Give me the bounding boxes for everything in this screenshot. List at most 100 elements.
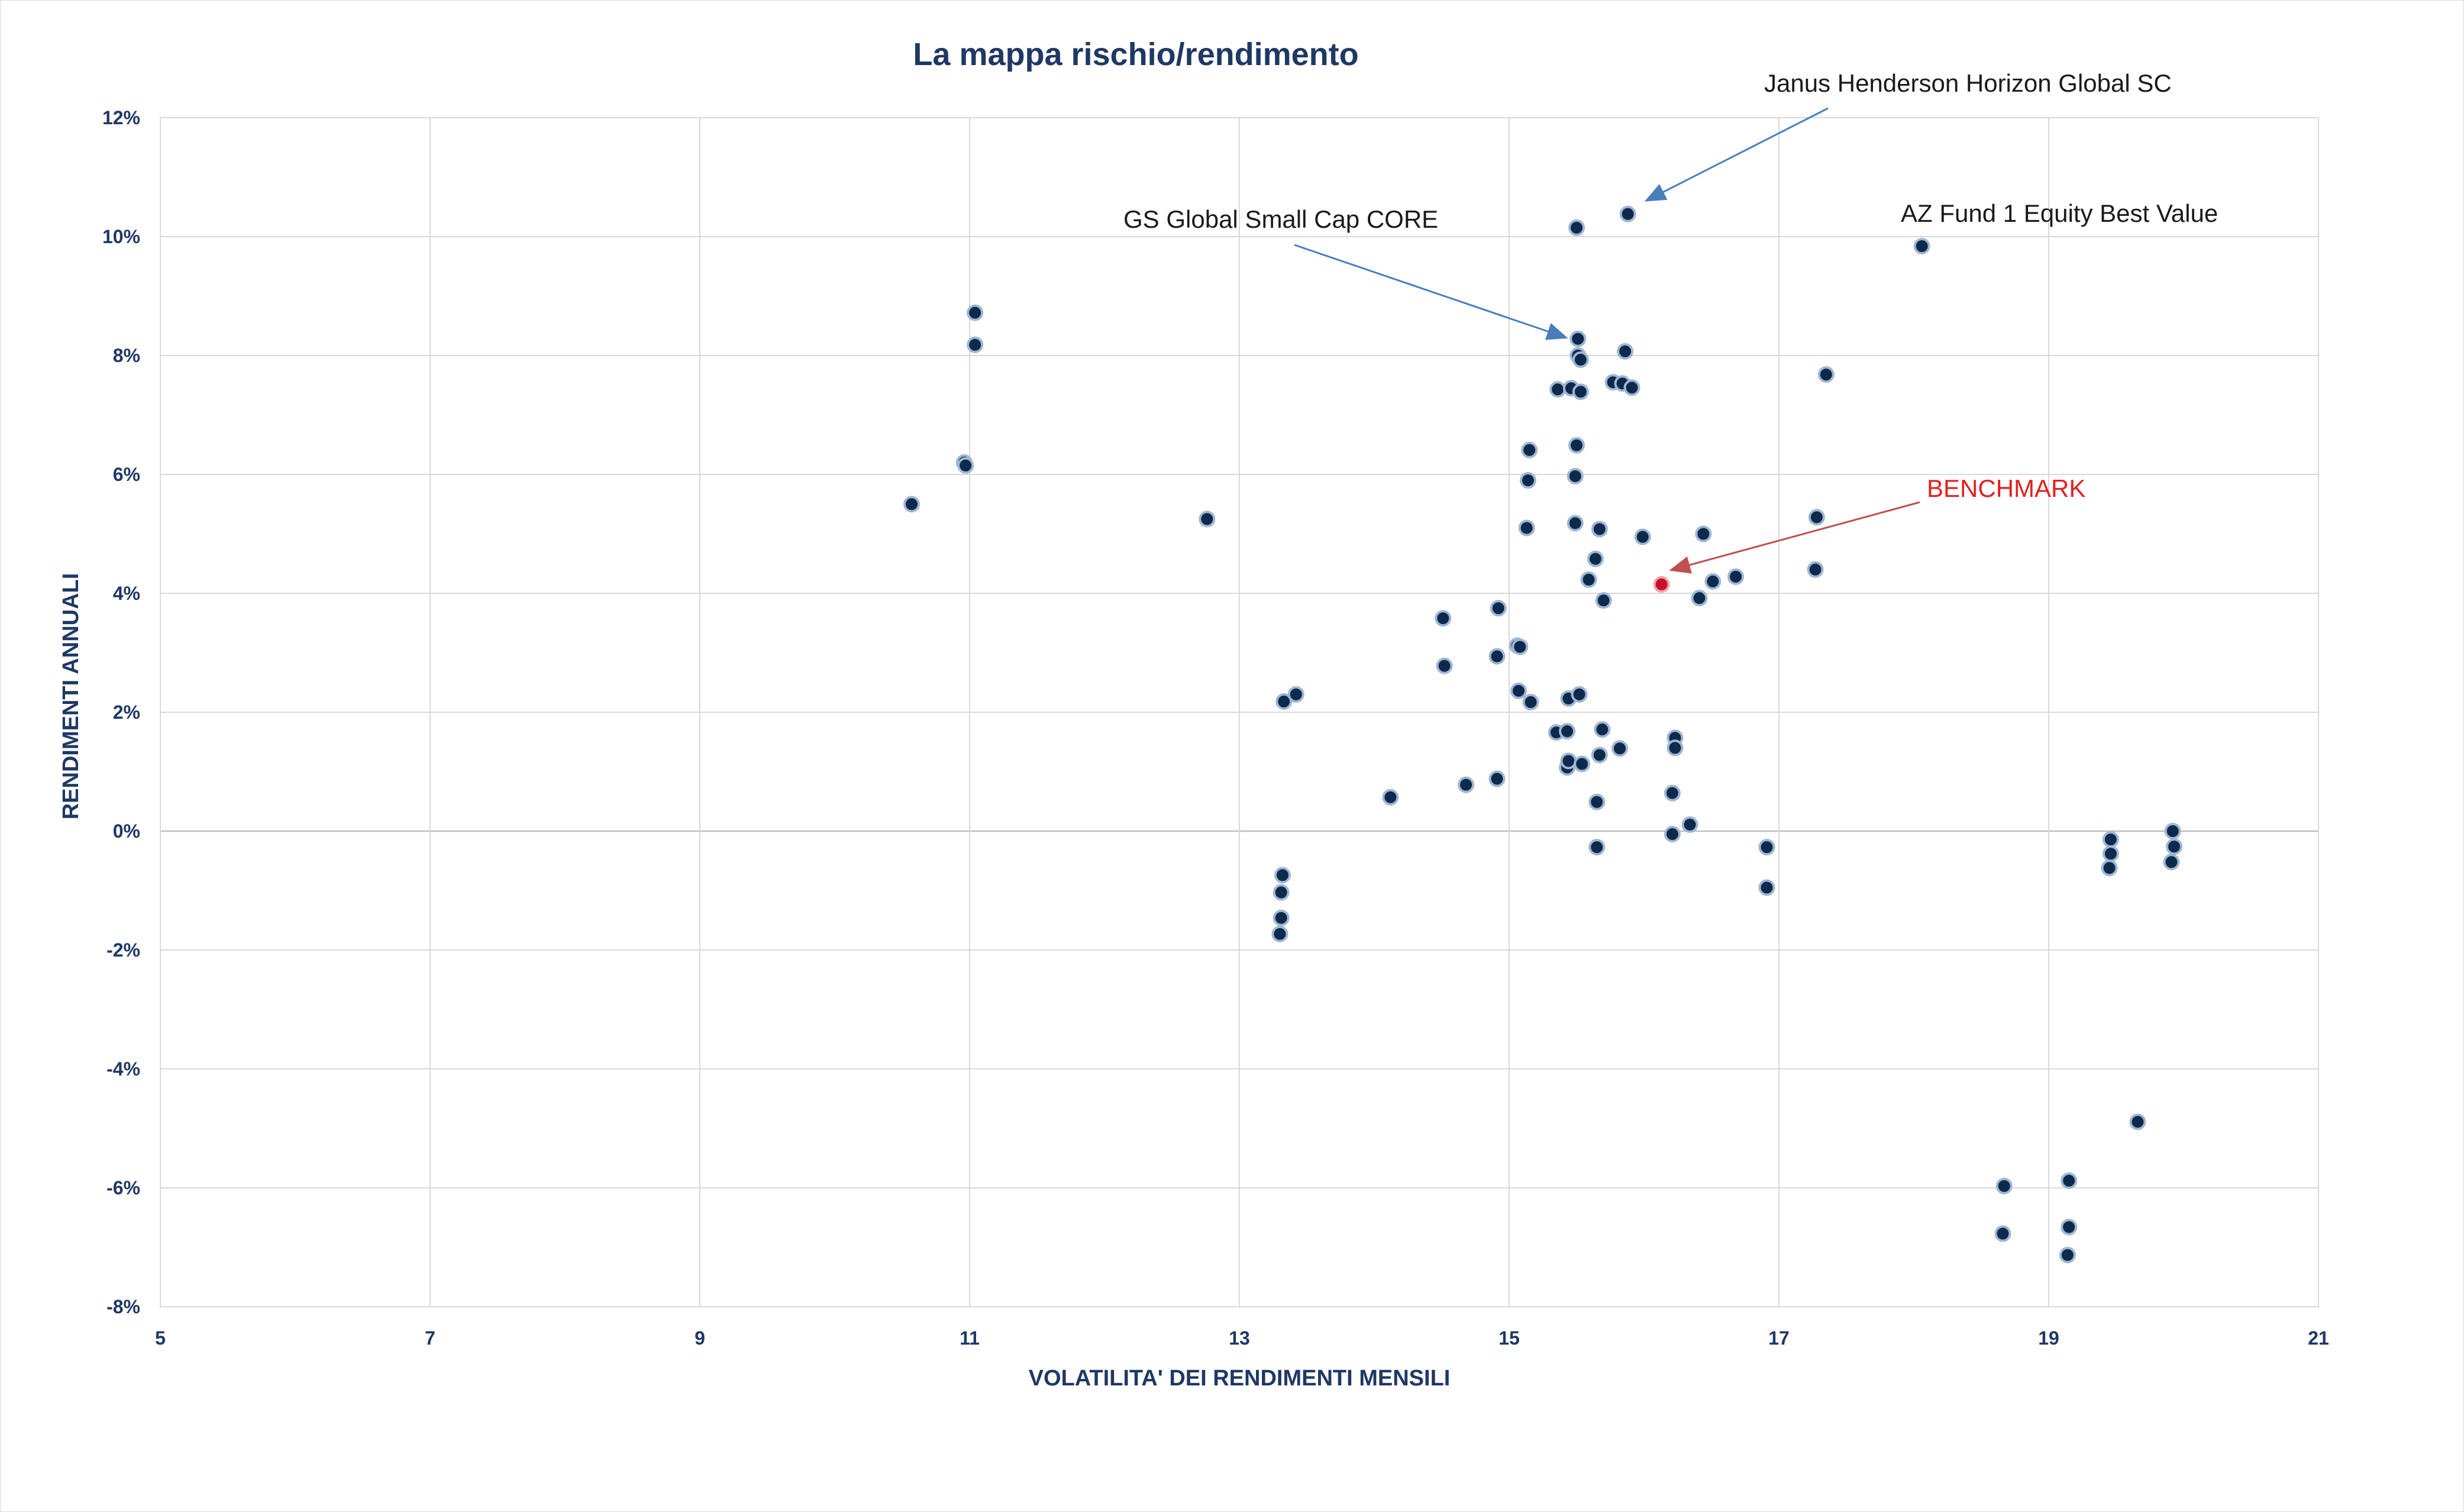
data-point bbox=[2101, 860, 2118, 877]
data-point bbox=[1808, 509, 1825, 526]
data-point bbox=[1611, 740, 1628, 757]
data-point bbox=[1994, 1225, 2011, 1242]
data-point bbox=[1458, 776, 1475, 793]
y-tick-label: 8% bbox=[113, 345, 140, 366]
annotation-arrow bbox=[1294, 244, 1568, 340]
data-point bbox=[1570, 330, 1587, 347]
data-point bbox=[1807, 561, 1824, 578]
data-point bbox=[2164, 823, 2181, 839]
x-tick-label: 19 bbox=[2038, 1327, 2059, 1349]
data-point bbox=[1667, 739, 1684, 757]
data-point bbox=[2061, 1172, 2078, 1189]
annotation-label: Janus Henderson Horizon Global SC bbox=[1764, 69, 2172, 97]
data-point bbox=[1510, 682, 1527, 699]
data-point bbox=[1619, 205, 1636, 222]
y-tick-label: 10% bbox=[102, 226, 140, 247]
data-point bbox=[1594, 721, 1611, 738]
data-point bbox=[1580, 571, 1597, 588]
data-point bbox=[1568, 219, 1585, 236]
data-point bbox=[1522, 693, 1539, 710]
data-point bbox=[1704, 573, 1722, 590]
data-point bbox=[1595, 592, 1612, 609]
data-point bbox=[1436, 657, 1453, 674]
x-tick-label: 7 bbox=[425, 1327, 435, 1349]
data-point bbox=[903, 496, 920, 513]
data-point bbox=[1519, 472, 1536, 489]
x-tick-label: 9 bbox=[695, 1327, 705, 1349]
y-tick-label: -2% bbox=[106, 939, 140, 961]
data-point bbox=[2166, 838, 2183, 855]
data-point bbox=[1691, 590, 1708, 607]
y-tick-label: 4% bbox=[113, 583, 140, 604]
chart-title: La mappa rischio/rendimento bbox=[913, 37, 1358, 72]
data-point bbox=[1664, 784, 1681, 802]
data-point bbox=[1727, 568, 1745, 585]
data-points bbox=[903, 205, 2183, 1264]
data-point bbox=[1817, 366, 1835, 383]
annotation-label: BENCHMARK bbox=[1927, 474, 2085, 502]
data-point bbox=[1567, 515, 1584, 532]
data-point bbox=[1572, 351, 1589, 369]
data-point bbox=[957, 457, 974, 474]
annotation-arrow bbox=[1644, 107, 1829, 202]
data-point bbox=[1435, 610, 1452, 627]
y-tick-label: 12% bbox=[102, 107, 140, 128]
benchmark-point bbox=[1653, 576, 1670, 593]
x-tick-label: 21 bbox=[2308, 1327, 2329, 1349]
data-point bbox=[967, 304, 984, 321]
data-point bbox=[1549, 381, 1567, 398]
data-point bbox=[1559, 723, 1576, 740]
x-axis-ticks: 5 7 9 11 13 15 17 19 21 bbox=[155, 1327, 2329, 1349]
data-point bbox=[1560, 752, 1577, 770]
data-point bbox=[1571, 686, 1588, 703]
data-point bbox=[1623, 379, 1640, 396]
x-tick-label: 5 bbox=[155, 1327, 166, 1349]
y-axis-ticks: -8% -6% -4% -2% 0% 2% 4% 6% 8% 10% 12% bbox=[102, 107, 140, 1317]
data-point bbox=[2102, 831, 2119, 848]
data-point bbox=[1488, 770, 1506, 787]
data-point bbox=[1273, 909, 1290, 926]
data-point bbox=[1274, 867, 1291, 884]
data-point bbox=[1664, 826, 1681, 843]
data-point bbox=[1275, 693, 1293, 710]
data-point bbox=[1512, 638, 1529, 655]
data-point bbox=[1681, 816, 1698, 833]
y-tick-label: -4% bbox=[106, 1058, 140, 1080]
data-point bbox=[1521, 441, 1538, 458]
data-point bbox=[1591, 747, 1608, 764]
data-point bbox=[1574, 755, 1591, 773]
data-point bbox=[1995, 1177, 2013, 1194]
data-point bbox=[2059, 1246, 2076, 1264]
data-point bbox=[1382, 789, 1399, 806]
annotation-label: GS Global Small Cap CORE bbox=[1123, 205, 1438, 233]
data-point bbox=[1567, 468, 1584, 485]
y-tick-label: 2% bbox=[113, 702, 140, 723]
annotations: Janus Henderson Horizon Global SC GS Glob… bbox=[1123, 69, 2218, 574]
data-point bbox=[2129, 1113, 2146, 1130]
x-tick-label: 17 bbox=[1768, 1327, 1790, 1349]
x-axis-title: VOLATILITA' DEI RENDIMENTI MENSILI bbox=[1029, 1366, 1451, 1391]
data-point bbox=[1695, 525, 1712, 542]
data-point bbox=[1587, 550, 1604, 567]
data-point bbox=[1758, 879, 1775, 896]
data-point bbox=[1617, 343, 1634, 360]
x-tick-label: 13 bbox=[1229, 1327, 1250, 1349]
data-point bbox=[1287, 686, 1304, 703]
data-point bbox=[1518, 519, 1535, 537]
data-point bbox=[1273, 884, 1290, 901]
x-tick-label: 15 bbox=[1499, 1327, 1520, 1349]
data-point bbox=[1199, 511, 1216, 528]
data-point bbox=[1488, 648, 1506, 665]
data-point bbox=[1634, 528, 1651, 545]
y-tick-label: -8% bbox=[106, 1296, 140, 1317]
y-tick-label: 6% bbox=[113, 464, 140, 485]
y-axis-title: RENDIMENTI ANNUALI bbox=[59, 573, 83, 820]
grid-layer bbox=[160, 117, 2319, 1307]
data-point bbox=[967, 336, 984, 353]
data-point bbox=[1572, 383, 1589, 400]
data-point bbox=[2102, 845, 2119, 862]
data-point bbox=[1588, 793, 1606, 810]
data-point bbox=[1591, 521, 1608, 538]
data-point bbox=[1568, 437, 1585, 454]
